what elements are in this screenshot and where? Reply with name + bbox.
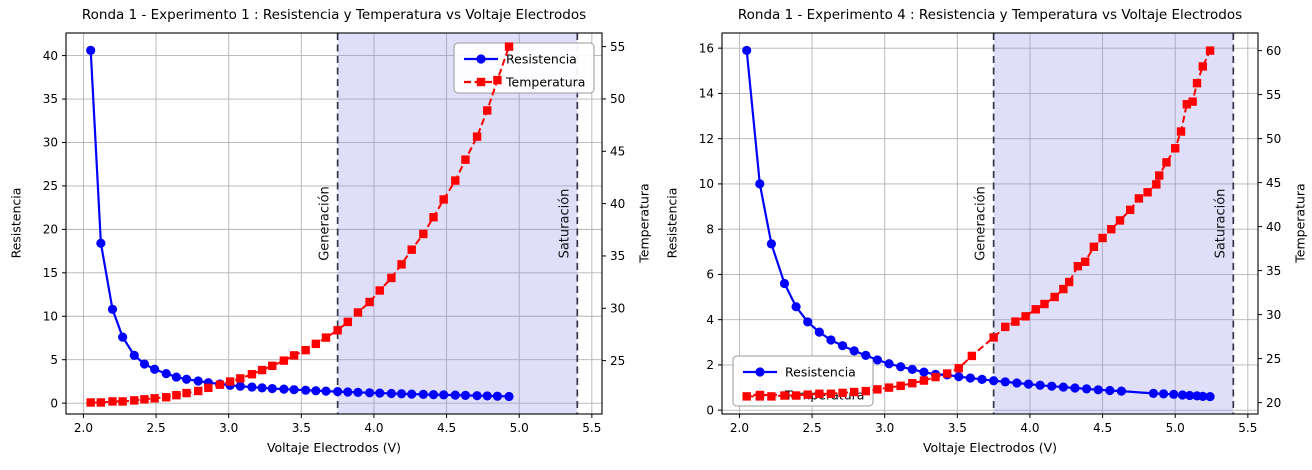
svg-text:25: 25 <box>610 354 625 368</box>
svg-text:6: 6 <box>706 268 714 282</box>
svg-text:5: 5 <box>50 353 58 367</box>
legend-entry-label: Temperatura <box>505 74 585 89</box>
svg-text:4.0: 4.0 <box>364 421 383 435</box>
svg-text:4.5: 4.5 <box>437 421 456 435</box>
chart-panel-experimento-4: Generación Saturación Resistencia Temperatu… <box>656 0 1312 470</box>
svg-text:3.5: 3.5 <box>948 421 967 435</box>
svg-text:5.0: 5.0 <box>510 421 529 435</box>
series-temperatura <box>742 46 1215 401</box>
chart-canvas-2: Generación Saturación ResistenciaTemperatu… <box>699 32 1281 435</box>
svg-text:16: 16 <box>699 41 714 55</box>
svg-text:55: 55 <box>610 40 625 54</box>
svg-text:45: 45 <box>610 144 625 158</box>
svg-text:12: 12 <box>699 132 714 146</box>
svg-text:5.5: 5.5 <box>1238 421 1257 435</box>
svg-text:4.5: 4.5 <box>1093 421 1112 435</box>
highlight-span <box>993 33 1234 414</box>
svg-text:35: 35 <box>1266 264 1281 278</box>
svg-text:35: 35 <box>610 249 625 263</box>
svg-text:3.5: 3.5 <box>292 421 311 435</box>
svg-text:25: 25 <box>1266 352 1281 366</box>
svg-text:40: 40 <box>610 197 625 211</box>
svg-text:45: 45 <box>1266 176 1281 190</box>
svg-text:5.0: 5.0 <box>1166 421 1185 435</box>
axis-ticks: 2.0 2.5 3.0 3.5 4.0 4.5 5.0 5.5 0 2 4 6 8 10 12 14 16 20 2… <box>699 32 1281 435</box>
svg-text:5.5: 5.5 <box>582 421 601 435</box>
svg-text:2: 2 <box>706 358 714 372</box>
svg-text:3.0: 3.0 <box>219 421 238 435</box>
grid <box>722 33 1258 414</box>
svg-text:2.5: 2.5 <box>803 421 822 435</box>
x-axis-label: Voltaje Electrodos (V) <box>266 440 402 455</box>
region-label: Saturación <box>1213 189 1228 259</box>
chart-panel-experimento-1: Generación Saturación Resistencia Temperatu… <box>8 7 652 455</box>
svg-text:2.0: 2.0 <box>730 421 749 435</box>
svg-text:0: 0 <box>50 396 58 410</box>
svg-text:20: 20 <box>1266 396 1281 410</box>
svg-text:30: 30 <box>1266 308 1281 322</box>
highlight-span <box>337 33 578 414</box>
grid <box>66 33 602 414</box>
region-label: Generación <box>974 186 989 261</box>
svg-text:4: 4 <box>706 313 714 327</box>
svg-text:55: 55 <box>1266 88 1281 102</box>
svg-text:60: 60 <box>1266 44 1281 58</box>
svg-text:10: 10 <box>699 177 714 191</box>
legend-entry-label: Resistencia <box>506 51 577 66</box>
series-resistencia <box>86 45 514 402</box>
svg-text:40: 40 <box>1266 220 1281 234</box>
svg-text:25: 25 <box>43 179 58 193</box>
svg-text:15: 15 <box>43 266 58 280</box>
svg-text:3.0: 3.0 <box>875 421 894 435</box>
axis-ticks: 2.0 2.5 3.0 3.5 4.0 4.5 5.0 5.5 0 5 10 15 20 25 30 35 40… <box>43 32 625 435</box>
svg-text:30: 30 <box>610 301 625 315</box>
svg-text:10: 10 <box>43 309 58 323</box>
region-label: Saturación <box>557 189 572 259</box>
legend: Resistencia Temperatura <box>453 42 595 94</box>
y-axis-label-left: Resistencia <box>8 187 24 259</box>
svg-text:0: 0 <box>706 403 714 417</box>
y-axis-label-left: Resistencia <box>664 187 680 259</box>
svg-text:4.0: 4.0 <box>1020 421 1039 435</box>
svg-text:40: 40 <box>43 49 58 63</box>
legend-entry-label: Resistencia <box>785 364 856 379</box>
svg-text:50: 50 <box>610 92 625 106</box>
svg-text:2.5: 2.5 <box>147 421 166 435</box>
y-axis-label-right: Temperatura <box>1292 183 1308 263</box>
svg-text:50: 50 <box>1266 132 1281 146</box>
chart-title: Ronda 1 - Experimento 4 : Resistencia y … <box>737 7 1243 23</box>
svg-text:14: 14 <box>699 87 714 101</box>
x-axis-label: Voltaje Electrodos (V) <box>922 440 1058 455</box>
chart-canvas-1: Generación Saturación Resistencia Temperatu… <box>43 32 625 435</box>
svg-text:35: 35 <box>43 92 58 106</box>
svg-text:30: 30 <box>43 136 58 150</box>
series-temperatura <box>86 42 514 407</box>
y-axis-label-right: Temperatura <box>636 183 652 263</box>
region-label: Generación <box>318 186 333 261</box>
svg-text:8: 8 <box>706 222 714 236</box>
svg-text:2.0: 2.0 <box>74 421 93 435</box>
chart-title: Ronda 1 - Experimento 1 : Resistencia y … <box>81 7 587 23</box>
svg-text:20: 20 <box>43 223 58 237</box>
